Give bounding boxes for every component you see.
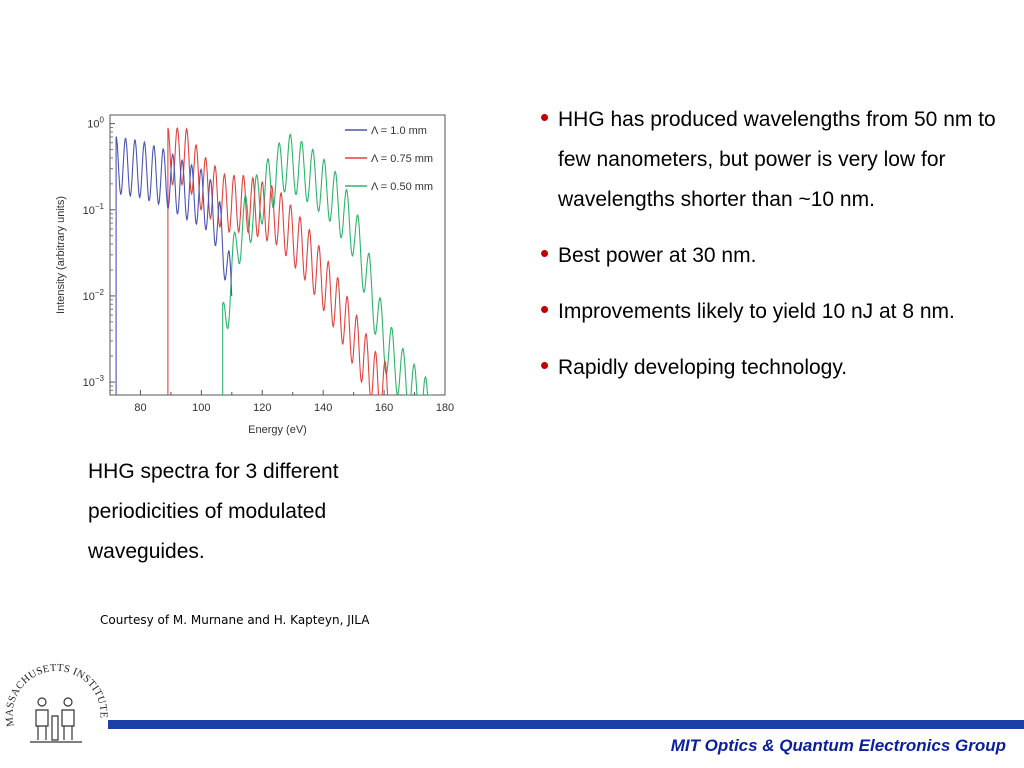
hhg-spectra-chart: 80 100 120 140 160 180 100 10−1 10−2 10−3 Energy (…: [55, 114, 454, 436]
x-tick-label: 180: [436, 402, 454, 414]
x-tick-label: 140: [314, 402, 332, 414]
mit-seal-logo: MASSACHUSETTS INSTITUTE OF TECHNOLOGY: [2, 660, 109, 743]
y-tick-label: 10−2: [83, 288, 105, 303]
caption-line-3: waveguides.: [88, 540, 205, 563]
courtesy-credit: Courtesy of M. Murnane and H. Kapteyn, J…: [100, 613, 370, 627]
seal-text: MASSACHUSETTS INSTITUTE OF TECHNOLOGY: [2, 660, 108, 727]
legend-entry: Λ = 0.50 mm: [371, 181, 433, 193]
bullet-item: • Improvements likely to yield 10 nJ at 8…: [540, 292, 1000, 332]
bullet-item: • Best power at 30 nm.: [540, 236, 1000, 276]
x-tick-label: 80: [134, 402, 146, 414]
x-tick-label: 100: [192, 402, 210, 414]
y-tick-label: 100: [87, 116, 104, 131]
bullet-list: • HHG has produced wavelengths from 50 nm…: [540, 100, 1000, 404]
series-line: [167, 127, 390, 395]
x-axis-label: Energy (eV): [248, 424, 307, 436]
bullet-dot-icon: •: [540, 350, 550, 380]
bullet-item: • HHG has produced wavelengths from 50 nm…: [540, 100, 1000, 220]
bullet-text: Improvements likely to yield 10 nJ at 8 …: [558, 300, 955, 323]
y-axis-label: Intensity (arbitrary units): [55, 196, 67, 314]
seal-figures-icon: [30, 697, 82, 743]
y-tick-label: 10−3: [83, 374, 105, 389]
legend-entry: Λ = 0.75 mm: [371, 153, 433, 165]
footer-group-name: MIT Optics & Quantum Electronics Group: [670, 736, 1006, 755]
bullet-dot-icon: •: [540, 102, 550, 132]
legend-entry: Λ = 1.0 mm: [371, 125, 427, 137]
figure-caption: HHG spectra for 3 different periodicitie…: [88, 452, 418, 572]
caption-line-1: HHG spectra for 3 different: [88, 460, 339, 483]
y-tick-label: 10−1: [83, 202, 105, 217]
bullet-text: Best power at 30 nm.: [558, 244, 757, 267]
footer-divider: [108, 720, 1024, 729]
x-tick-label: 160: [375, 402, 393, 414]
svg-text:MASSACHUSETTS INSTITUTE OF TEC: MASSACHUSETTS INSTITUTE OF TECHNOLOGY: [2, 660, 109, 727]
x-tick-label: 120: [253, 402, 271, 414]
bullet-text: Rapidly developing technology.: [558, 356, 848, 379]
series-line: [115, 136, 233, 395]
bullet-text: HHG has produced wavelengths from 50 nm …: [558, 108, 996, 211]
bullet-dot-icon: •: [540, 238, 550, 268]
series-line: [222, 133, 433, 395]
bullet-item: • Rapidly developing technology.: [540, 348, 1000, 388]
caption-line-2: periodicities of modulated: [88, 500, 327, 523]
bullet-dot-icon: •: [540, 294, 550, 324]
